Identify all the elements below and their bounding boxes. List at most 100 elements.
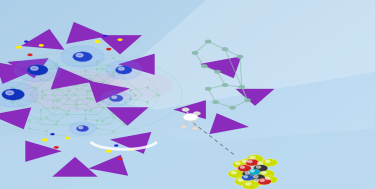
Circle shape <box>116 66 132 74</box>
Circle shape <box>118 67 124 70</box>
Circle shape <box>213 101 218 103</box>
Circle shape <box>27 53 33 56</box>
Polygon shape <box>209 113 249 134</box>
Circle shape <box>106 48 111 50</box>
Circle shape <box>215 70 220 73</box>
Circle shape <box>235 177 251 186</box>
Circle shape <box>232 161 248 168</box>
Circle shape <box>245 172 249 174</box>
Circle shape <box>182 108 189 112</box>
Circle shape <box>254 165 268 172</box>
Circle shape <box>260 179 264 181</box>
Circle shape <box>69 122 96 135</box>
Circle shape <box>238 165 251 172</box>
Circle shape <box>31 67 38 70</box>
Polygon shape <box>118 54 154 75</box>
Circle shape <box>245 99 250 101</box>
Circle shape <box>266 160 270 163</box>
Circle shape <box>246 183 250 185</box>
Circle shape <box>242 175 254 181</box>
Circle shape <box>183 113 198 121</box>
Circle shape <box>65 137 70 139</box>
Circle shape <box>106 150 112 153</box>
Circle shape <box>2 89 24 100</box>
Circle shape <box>242 170 256 177</box>
Polygon shape <box>98 35 142 54</box>
Circle shape <box>27 65 48 75</box>
Polygon shape <box>106 107 148 126</box>
Polygon shape <box>52 157 98 177</box>
Circle shape <box>230 106 235 109</box>
Circle shape <box>117 38 123 41</box>
Circle shape <box>256 166 261 168</box>
Polygon shape <box>7 58 49 78</box>
Circle shape <box>222 84 228 86</box>
Circle shape <box>94 40 100 43</box>
Circle shape <box>228 170 244 178</box>
Circle shape <box>14 58 61 82</box>
Polygon shape <box>51 67 93 90</box>
Circle shape <box>76 53 83 57</box>
Circle shape <box>202 65 207 67</box>
Circle shape <box>114 144 118 147</box>
Circle shape <box>262 159 278 166</box>
Circle shape <box>103 35 107 37</box>
Circle shape <box>250 156 255 159</box>
Circle shape <box>258 162 262 164</box>
Circle shape <box>42 138 48 141</box>
Circle shape <box>239 158 256 167</box>
Circle shape <box>192 52 198 54</box>
Circle shape <box>206 88 211 90</box>
Circle shape <box>240 166 244 168</box>
Circle shape <box>112 96 117 98</box>
Circle shape <box>248 169 260 175</box>
Polygon shape <box>88 155 128 176</box>
Polygon shape <box>0 107 32 129</box>
Circle shape <box>251 170 254 172</box>
Circle shape <box>106 61 142 79</box>
Circle shape <box>6 91 14 95</box>
Circle shape <box>248 160 252 163</box>
Circle shape <box>39 44 44 47</box>
Circle shape <box>238 179 243 181</box>
Circle shape <box>191 127 199 130</box>
Circle shape <box>129 148 134 151</box>
Circle shape <box>206 40 211 43</box>
Circle shape <box>261 171 266 174</box>
Circle shape <box>110 95 123 102</box>
Polygon shape <box>0 62 36 84</box>
Circle shape <box>222 48 228 50</box>
Circle shape <box>243 160 248 163</box>
Circle shape <box>101 91 131 106</box>
Circle shape <box>266 177 270 180</box>
Polygon shape <box>88 81 130 103</box>
Circle shape <box>258 178 271 185</box>
Polygon shape <box>236 89 274 106</box>
Circle shape <box>24 40 28 43</box>
Polygon shape <box>173 100 206 119</box>
Circle shape <box>244 176 248 178</box>
Circle shape <box>54 146 59 149</box>
Circle shape <box>262 176 278 183</box>
Polygon shape <box>200 56 242 78</box>
Polygon shape <box>66 22 108 44</box>
Circle shape <box>251 174 265 181</box>
Circle shape <box>237 55 243 58</box>
Polygon shape <box>25 141 62 162</box>
Circle shape <box>61 46 104 67</box>
Circle shape <box>245 159 259 166</box>
Circle shape <box>254 176 258 178</box>
Circle shape <box>50 133 55 135</box>
Circle shape <box>73 52 92 62</box>
Circle shape <box>231 171 236 174</box>
Circle shape <box>251 177 267 186</box>
Polygon shape <box>94 0 375 110</box>
Ellipse shape <box>90 70 172 100</box>
Circle shape <box>258 170 274 178</box>
Circle shape <box>247 155 263 163</box>
Circle shape <box>117 157 123 160</box>
Circle shape <box>79 127 83 129</box>
Polygon shape <box>110 132 152 154</box>
Circle shape <box>180 125 188 129</box>
Circle shape <box>0 82 38 107</box>
